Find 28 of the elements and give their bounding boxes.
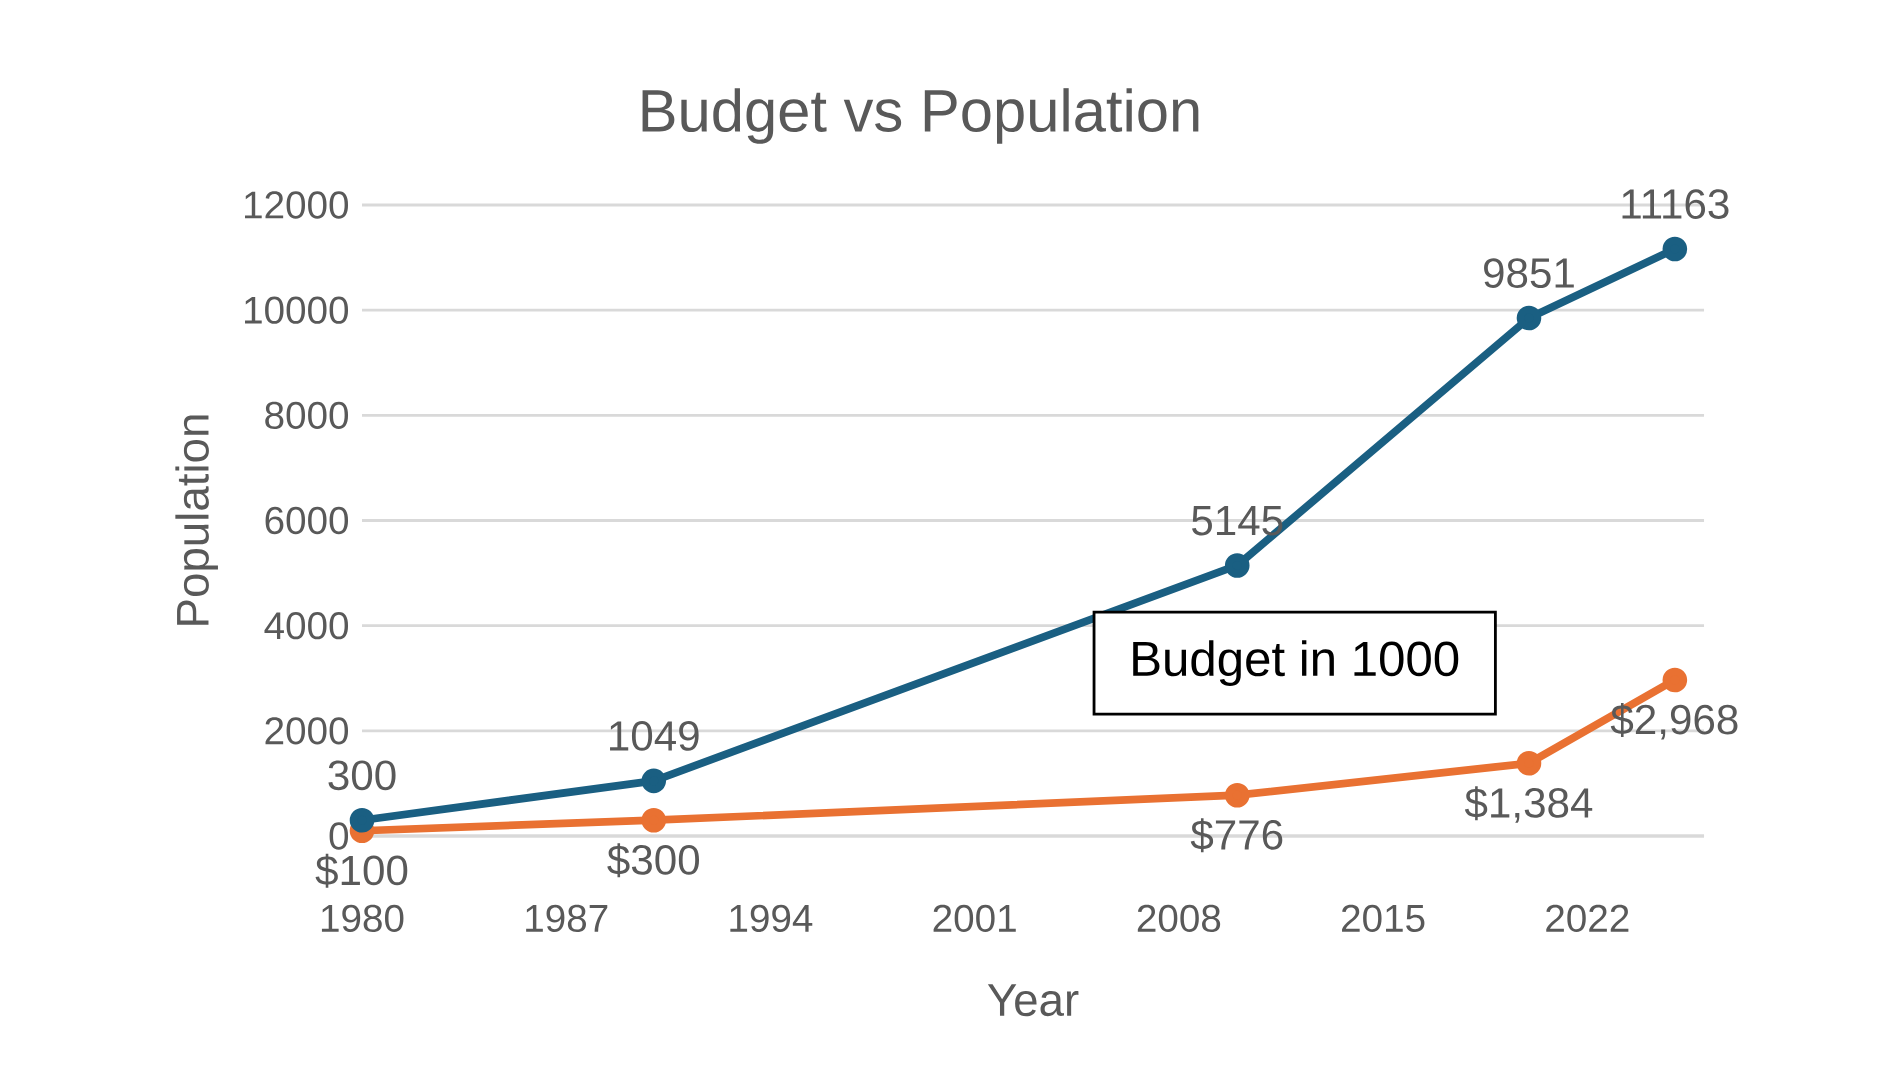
- data-label: $300: [607, 843, 700, 878]
- y-tick-label: 12000: [245, 191, 349, 219]
- y-tick-label: 0: [329, 822, 349, 850]
- data-label: $2,968: [1610, 702, 1738, 740]
- annotation: Budget in 1000: [1133, 640, 1459, 687]
- data-label: 9851: [1484, 258, 1574, 288]
- data-label: 11163: [1622, 189, 1729, 219]
- data-label: 5145: [1192, 506, 1283, 536]
- data-label: $776: [1190, 818, 1283, 853]
- y-tick-label: 10000: [245, 296, 349, 324]
- y-tick-label: 6000: [265, 506, 349, 535]
- x-tick-label: 2015: [1342, 904, 1425, 933]
- x-tick-label: 2001: [933, 904, 1016, 933]
- x-tick-label: 2022: [1546, 904, 1629, 933]
- x-tick-label: 2008: [1137, 904, 1221, 933]
- x-tick-label: 1980: [321, 904, 404, 933]
- data-label: 1049: [610, 721, 699, 751]
- data-label: $100: [315, 853, 408, 888]
- y-tick-label: 8000: [265, 401, 349, 430]
- data-label: $1,384: [1464, 786, 1593, 823]
- x-tick-label: 1987: [526, 904, 608, 933]
- y-tick-label: 4000: [264, 612, 349, 640]
- x-axis-title: Year: [987, 984, 1079, 1017]
- x-tick-label: 1994: [730, 904, 813, 933]
- data-label: 300: [328, 760, 396, 791]
- chart-title: Budget vs Population: [642, 88, 1199, 144]
- y-tick-label: 2000: [265, 717, 349, 745]
- y-axis-title: Population: [175, 415, 218, 625]
